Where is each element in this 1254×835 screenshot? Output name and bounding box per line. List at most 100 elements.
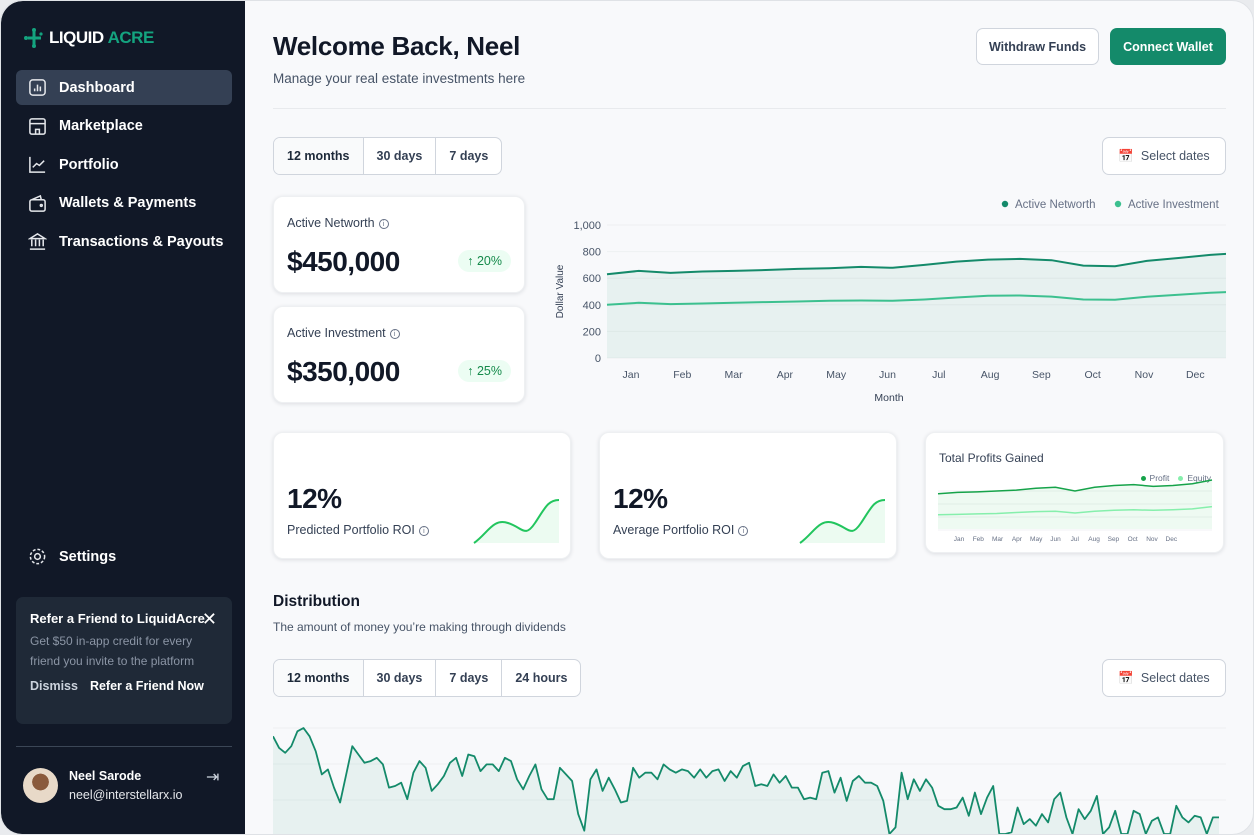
close-icon[interactable]: ✕ (201, 609, 217, 629)
store-icon (29, 117, 46, 135)
range-7-days[interactable]: 7 days (449, 149, 489, 163)
avatar (23, 768, 58, 803)
roi-value: 12% (613, 483, 668, 514)
info-icon[interactable]: i (738, 525, 749, 536)
calendar-icon: 📅 (1118, 670, 1134, 685)
divider (273, 108, 1226, 109)
page-subtitle: Manage your real estate investments here (273, 71, 526, 86)
user-name: Neel Sarode (69, 769, 142, 783)
x-tick-label: Dec (1186, 369, 1205, 381)
refer-friend-button[interactable]: Refer a Friend Now (89, 679, 204, 693)
x-tick-label: May (1030, 536, 1043, 543)
sidebar-item-settings[interactable]: Settings (16, 539, 232, 574)
x-axis-label: Month (874, 392, 903, 404)
sidebar-item-label: Portfolio (59, 156, 119, 173)
info-icon[interactable]: i (378, 218, 389, 229)
range-30-days[interactable]: 30 days (364, 660, 437, 696)
legend-label: Equity (1187, 473, 1211, 483)
distribution-title: Distribution (273, 593, 360, 610)
info-icon[interactable]: i (389, 328, 400, 339)
x-tick-label: Sep (1108, 536, 1120, 543)
range-24-hours[interactable]: 24 hours (515, 671, 568, 685)
sidebar-item-marketplace[interactable]: Marketplace (16, 109, 232, 144)
distribution-select-dates-button[interactable]: 📅 Select dates (1102, 659, 1226, 697)
range-7-days[interactable]: 7 days (436, 660, 503, 696)
sidebar-item-transactions[interactable]: Transactions & Payouts (16, 224, 232, 259)
range-12-months[interactable]: 12 months (274, 660, 364, 696)
stat-card-networth: Active Networth i $450,000 ↑ 20% (273, 196, 525, 293)
user-profile[interactable]: Neel Sarode neel@interstellarx.io (23, 768, 182, 803)
info-icon[interactable]: i (418, 525, 429, 536)
arrow-up-icon: ↑ (467, 254, 477, 268)
select-dates-button[interactable]: 📅 Select dates (1102, 137, 1226, 175)
roi-sparkline (473, 499, 560, 544)
calendar-icon: 📅 (1118, 148, 1134, 163)
line-chart-icon (29, 156, 46, 173)
bar-chart-icon (29, 79, 46, 96)
sidebar-item-label: Transactions & Payouts (59, 233, 224, 250)
distribution-subtitle: The amount of money you’re making throug… (273, 620, 566, 634)
logo-text-b: ACRE (107, 28, 155, 47)
stat-label: Active Networth (287, 216, 375, 230)
x-tick-label: Aug (1088, 536, 1100, 543)
legend-dot (1001, 200, 1009, 208)
x-tick-label: Aug (981, 369, 1000, 381)
page-title: Welcome Back, Neel (273, 31, 521, 61)
range-30-days[interactable]: 30 days (364, 138, 437, 174)
sidebar-item-portfolio[interactable]: Portfolio (16, 147, 232, 182)
profits-card: Total Profits Gained Profit Equity Jan Fe… (925, 432, 1224, 553)
distribution-chart (273, 727, 1226, 834)
connect-wallet-button[interactable]: Connect Wallet (1110, 28, 1226, 65)
user-email: neel@interstellarx.io (69, 788, 183, 802)
dismiss-button[interactable]: Dismiss (30, 679, 78, 693)
legend-dot (1114, 200, 1122, 208)
area-fill (273, 728, 1219, 834)
change-value: 25% (476, 364, 502, 378)
referral-text: Get $50 in-app credit for every friend y… (30, 634, 195, 668)
legend-dot (1140, 476, 1146, 482)
profit-line (937, 479, 1213, 495)
legend-label: Active Networth (1015, 199, 1096, 211)
logo-icon (24, 28, 43, 48)
referral-title: Refer a Friend to LiquidAcre (30, 611, 205, 626)
x-tick-label: Jul (932, 369, 945, 381)
sidebar-item-dashboard[interactable]: Dashboard (16, 70, 232, 105)
logout-icon[interactable]: ⇥ (206, 769, 220, 786)
roi-card-average: 12% Average Portfolio ROI i (599, 432, 897, 559)
arrow-up-icon: ↑ (467, 364, 477, 378)
change-badge: ↑ 25% (458, 360, 511, 382)
y-tick-label: 400 (583, 300, 601, 312)
stat-card-investment: Active Investment i $350,000 ↑ 25% (273, 306, 525, 403)
area-fill (938, 480, 1212, 529)
roi-card-predicted: 12% Predicted Portfolio ROI i (273, 432, 571, 559)
y-tick-label: 200 (583, 326, 601, 338)
x-tick-label: Apr (777, 369, 794, 381)
wallet-icon (29, 194, 46, 212)
legend-label: Active Investment (1128, 199, 1220, 211)
x-tick-label: Jun (879, 369, 896, 381)
x-tick-label: Jan (623, 369, 640, 381)
logo-text-a: LIQUID (49, 28, 104, 47)
withdraw-funds-button[interactable]: Withdraw Funds (976, 28, 1099, 65)
distribution-range-selector: 12 months 30 days 7 days 24 hours (273, 659, 582, 697)
sidebar-nav: Dashboard Marketplace Portfolio Wallets … (16, 70, 232, 263)
x-tick-label: Jan (954, 536, 965, 543)
referral-card: Refer a Friend to LiquidAcre ✕ Get $50 i… (16, 597, 232, 724)
legend-item-equity: Equity (1178, 473, 1211, 483)
x-tick-label: Sep (1032, 369, 1051, 381)
range-selector: 12 months 30 days 7 days (273, 137, 503, 175)
x-tick-label: Oct (1085, 369, 1101, 381)
select-dates-label: Select dates (1140, 149, 1210, 163)
legend-dot (1178, 476, 1184, 482)
roi-label: Average Portfolio ROI (613, 523, 735, 537)
sidebar-item-wallets[interactable]: Wallets & Payments (16, 186, 232, 221)
x-tick-label: Mar (992, 536, 1004, 543)
x-tick-label: Apr (1012, 536, 1023, 543)
sidebar-item-label: Wallets & Payments (59, 195, 197, 211)
roi-value: 12% (287, 483, 342, 514)
logo[interactable]: LIQUID ACRE (23, 27, 154, 49)
range-12-months[interactable]: 12 months (274, 138, 364, 174)
roi-sparkline (799, 499, 886, 544)
divider (16, 746, 232, 747)
